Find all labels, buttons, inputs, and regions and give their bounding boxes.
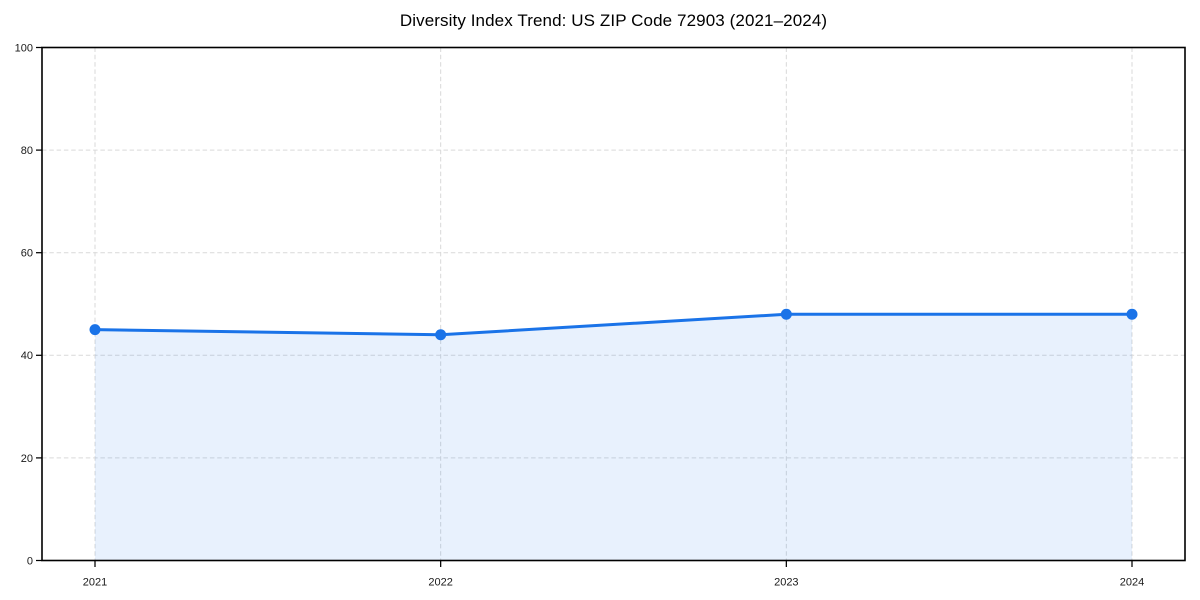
y-tick-label-100: 100 (15, 42, 33, 54)
y-tick-label-40: 40 (21, 350, 33, 362)
area-fill (95, 314, 1132, 561)
y-tick-label-60: 60 (21, 248, 33, 260)
data-point-2024 (1126, 308, 1138, 320)
plot-border (41, 46, 1186, 562)
data-point-2023 (780, 308, 792, 320)
x-tick-label-2021: 2021 (83, 576, 107, 588)
y-tick-label-80: 80 (21, 145, 33, 157)
trend-line (94, 312, 1132, 337)
x-tick-label-2022: 2022 (428, 576, 452, 588)
y-tick-label-0: 0 (27, 555, 33, 567)
x-tick-label-2023: 2023 (774, 576, 798, 588)
data-point-2022 (435, 329, 447, 341)
y-tick-label-20: 20 (21, 453, 33, 465)
x-tick-label-2024: 2024 (1120, 576, 1144, 588)
data-point-2021 (89, 324, 101, 336)
chart-title: Diversity Index Trend: US ZIP Code 72903… (399, 11, 828, 30)
